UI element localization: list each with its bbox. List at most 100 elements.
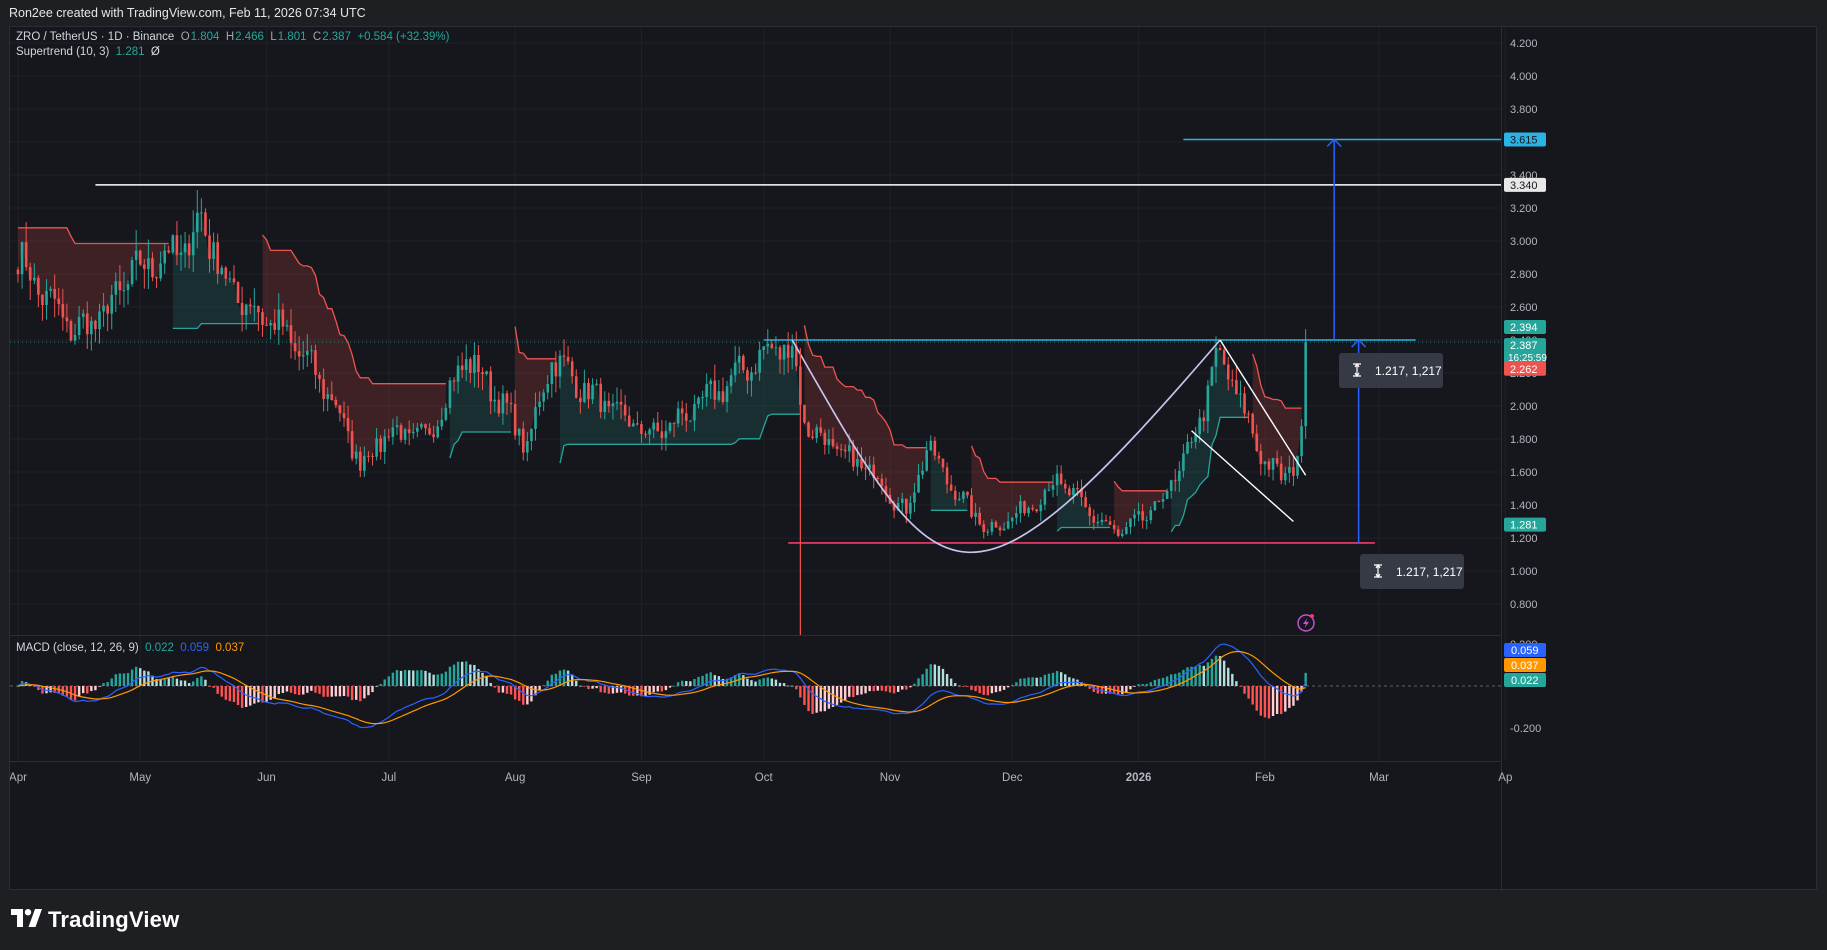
price-tick-label: 3.200 (1510, 203, 1538, 215)
price-tick-label: 1.200 (1510, 533, 1538, 545)
time-tick-label: Feb (1255, 772, 1275, 784)
macd-hist-bar (843, 686, 847, 701)
candle-body (1304, 342, 1307, 427)
candle-body (737, 355, 741, 363)
supertrend-fills (18, 212, 1302, 536)
macd-hist-bar (884, 686, 888, 692)
open-value: 1.804 (190, 31, 220, 43)
macd-hist-bar (24, 682, 28, 686)
macd-hist-bar (1284, 686, 1287, 712)
candle-body (1218, 347, 1222, 351)
price-tick-label: 1.400 (1510, 500, 1538, 512)
candle-body (147, 258, 150, 269)
time-axis[interactable]: Apr May Jun Jul Aug Sep Oct Nov Dec 2026 Feb Mar Ap (10, 772, 1512, 784)
candle-body (1112, 524, 1116, 530)
price-tag-value: 3.340 (1510, 180, 1538, 192)
candle-body (1100, 519, 1104, 522)
candle-body (1153, 501, 1157, 511)
supertrend-legend[interactable]: Supertrend (10, 3) 1.281 Ø (16, 46, 160, 58)
macd-hist-bar (632, 686, 635, 696)
macd-hist-bar (489, 682, 492, 686)
candle-body (970, 495, 973, 517)
macd-hist-bar (77, 686, 81, 697)
candle-body (69, 321, 73, 341)
macd-hist-bar (550, 674, 554, 686)
macd-hist-bar (562, 669, 566, 686)
candle-body (619, 401, 623, 405)
candle-body (248, 304, 252, 307)
footer-brand[interactable]: TradingView (11, 906, 311, 936)
macd-hist-bar (281, 686, 285, 694)
macd-hist-bar (778, 682, 782, 686)
macd-hist-bar (469, 664, 472, 686)
candle-body (896, 502, 900, 511)
supertrend-fill (971, 445, 1053, 532)
handle-lower-line (1191, 430, 1294, 523)
price-tag-value: 3.615 (1510, 135, 1538, 147)
candle-body (1010, 517, 1014, 522)
candle-body (570, 361, 574, 377)
macd-hist-bar (497, 686, 501, 693)
candle-body (106, 305, 109, 314)
candle-body (1092, 516, 1096, 523)
supertrend-line (1252, 353, 1302, 409)
candle-body (138, 250, 142, 265)
candle-body (1157, 501, 1161, 503)
macd-hist-bar (949, 678, 953, 686)
candle-body (693, 404, 696, 421)
macd-hist-bar (746, 678, 749, 686)
price-tick-label: 4.000 (1510, 71, 1538, 83)
low-key: L (270, 31, 277, 43)
macd-hist-bar (232, 686, 236, 703)
candle-body (660, 431, 664, 438)
candle-body (595, 383, 598, 385)
macd-hist-bar (770, 678, 774, 686)
candle-body (477, 354, 480, 373)
candle-body (803, 404, 806, 423)
candle-body (1300, 426, 1303, 457)
lightning-alert-icon[interactable] (1297, 614, 1315, 632)
macd-hist-bar (933, 664, 937, 686)
candle-body (945, 467, 949, 485)
candle-body (550, 362, 554, 385)
macd-legend[interactable]: MACD (close, 12, 26, 9) 0.022 0.059 0.03… (16, 642, 244, 654)
macd-hist-bar (937, 665, 941, 686)
measure-label-lower: 1.217, 1,217 (1360, 554, 1464, 589)
candle-body (823, 432, 827, 446)
macd-hist-bar (175, 678, 179, 686)
price-chart[interactable]: 4.2004.0003.8003.6003.4003.2003.0002.800… (10, 27, 1818, 891)
candle-body (684, 413, 688, 421)
macd-hist-bar (244, 686, 248, 708)
candle-body (998, 527, 1002, 531)
price-tag-bg (1504, 319, 1546, 334)
candle-body (1006, 521, 1010, 529)
candle-body (827, 439, 831, 446)
high-key: H (225, 31, 235, 43)
macd-hist-bar (1076, 679, 1079, 686)
price-tag-value: 1.281 (1510, 520, 1538, 532)
candle-body (77, 316, 81, 336)
macd-hist-bar (371, 686, 374, 693)
macd-hist-bar (799, 686, 802, 698)
candle-body (469, 359, 472, 373)
candle-body (1035, 509, 1039, 512)
candle-body (90, 320, 93, 335)
candle-body (24, 242, 28, 268)
symbol-legend[interactable]: ZRO / TetherUS · 1D · Binance O1.804 H2.… (16, 31, 449, 43)
candle-body (774, 347, 778, 349)
candle-body (322, 379, 325, 400)
macd-hist-bar (130, 669, 134, 686)
macd-hist-bar (302, 686, 305, 695)
candle-body (868, 464, 871, 469)
price-tick-label: 3.000 (1510, 236, 1538, 248)
candle-body (424, 424, 427, 429)
macd-hist-bar (53, 686, 56, 693)
macd-hist-bar (1039, 677, 1042, 686)
macd-hist-bar (868, 686, 871, 692)
chart-frame[interactable]: 4.2004.0003.8003.6003.4003.2003.0002.800… (9, 26, 1818, 891)
candle-body (1255, 433, 1259, 451)
candle-body (957, 498, 961, 500)
candle-body (949, 484, 953, 491)
macd-hist-bar (1247, 686, 1250, 699)
candle-body (1149, 510, 1153, 521)
